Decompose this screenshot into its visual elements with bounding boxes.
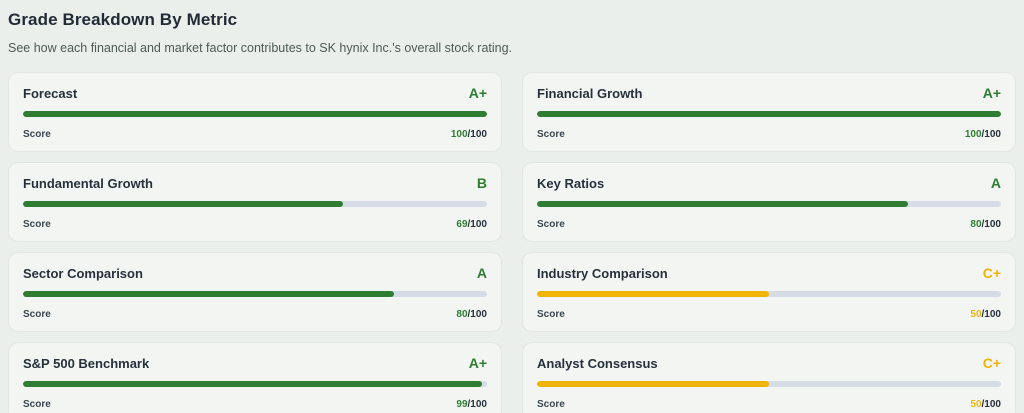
score-label: Score bbox=[23, 129, 51, 140]
metric-name: Sector Comparison bbox=[23, 265, 143, 281]
score-value: 80/100 bbox=[456, 309, 487, 320]
metric-card-header: Forecast A+ bbox=[23, 85, 487, 101]
score-value: 80/100 bbox=[970, 219, 1001, 230]
score-progress-fill bbox=[23, 381, 483, 387]
score-number: 100 bbox=[450, 129, 468, 140]
score-progress-track bbox=[23, 381, 487, 387]
score-row: Score 80/100 bbox=[23, 309, 487, 320]
score-value: 50/100 bbox=[970, 399, 1001, 410]
metric-card: S&P 500 Benchmark A+ Score 99/100 bbox=[8, 342, 502, 413]
score-progress-track bbox=[537, 111, 1001, 117]
score-denominator: /100 bbox=[467, 399, 487, 410]
score-progress-fill bbox=[537, 381, 769, 387]
score-row: Score 50/100 bbox=[537, 309, 1001, 320]
score-progress-fill bbox=[537, 291, 769, 297]
score-denominator: /100 bbox=[981, 309, 1001, 320]
score-progress-fill bbox=[537, 111, 1001, 117]
grade-badge: A+ bbox=[468, 355, 487, 371]
score-progress-fill bbox=[537, 201, 909, 207]
metric-card: Forecast A+ Score 100/100 bbox=[8, 72, 502, 152]
score-value: 50/100 bbox=[970, 309, 1001, 320]
score-denominator: /100 bbox=[981, 219, 1001, 230]
grade-badge: A bbox=[990, 175, 1001, 191]
score-progress-fill bbox=[23, 201, 344, 207]
grade-badge: A+ bbox=[468, 85, 487, 101]
score-progress-fill bbox=[23, 291, 395, 297]
score-label: Score bbox=[537, 399, 565, 410]
grade-badge: C+ bbox=[982, 265, 1001, 281]
score-label: Score bbox=[537, 129, 565, 140]
score-row: Score 50/100 bbox=[537, 399, 1001, 410]
grade-badge: A+ bbox=[982, 85, 1001, 101]
grade-badge: A bbox=[476, 265, 487, 281]
score-number: 100 bbox=[964, 129, 982, 140]
score-denominator: /100 bbox=[981, 399, 1001, 410]
metric-card-header: Key Ratios A bbox=[537, 175, 1001, 191]
metric-name: Analyst Consensus bbox=[537, 355, 658, 371]
score-label: Score bbox=[537, 219, 565, 230]
score-label: Score bbox=[23, 399, 51, 410]
metric-name: Industry Comparison bbox=[537, 265, 668, 281]
metric-name: Forecast bbox=[23, 85, 78, 101]
score-progress-fill bbox=[23, 111, 487, 117]
score-value: 100/100 bbox=[451, 129, 487, 140]
metric-name: Fundamental Growth bbox=[23, 175, 153, 191]
score-progress-track bbox=[537, 291, 1001, 297]
score-label: Score bbox=[537, 309, 565, 320]
score-label: Score bbox=[23, 219, 51, 230]
metric-cards-grid: Forecast A+ Score 100/100 Financial Growth A+… bbox=[8, 72, 1016, 413]
score-denominator: /100 bbox=[467, 219, 487, 230]
metric-card: Analyst Consensus C+ Score 50/100 bbox=[522, 342, 1016, 413]
metric-card: Sector Comparison A Score 80/100 bbox=[8, 252, 502, 332]
metric-card-header: Analyst Consensus C+ bbox=[537, 355, 1001, 371]
metric-card: Key Ratios A Score 80/100 bbox=[522, 162, 1016, 242]
score-row: Score 100/100 bbox=[23, 129, 487, 140]
grade-badge: C+ bbox=[982, 355, 1001, 371]
page-title: Grade Breakdown By Metric bbox=[8, 10, 238, 29]
metric-card-header: Fundamental Growth B bbox=[23, 175, 487, 191]
score-progress-track bbox=[23, 291, 487, 297]
score-label: Score bbox=[23, 309, 51, 320]
score-number: 99 bbox=[456, 399, 468, 410]
score-denominator: /100 bbox=[467, 129, 487, 140]
score-progress-track bbox=[23, 111, 487, 117]
score-number: 50 bbox=[970, 399, 982, 410]
metric-name: S&P 500 Benchmark bbox=[23, 355, 150, 371]
score-progress-track bbox=[537, 201, 1001, 207]
score-progress-track bbox=[23, 201, 487, 207]
score-row: Score 80/100 bbox=[537, 219, 1001, 230]
score-number: 50 bbox=[970, 309, 982, 320]
metric-card-header: Sector Comparison A bbox=[23, 265, 487, 281]
metric-card: Financial Growth A+ Score 100/100 bbox=[522, 72, 1016, 152]
metric-card-header: S&P 500 Benchmark A+ bbox=[23, 355, 487, 371]
score-row: Score 99/100 bbox=[23, 399, 487, 410]
score-number: 80 bbox=[970, 219, 982, 230]
page-subtitle: See how each financial and market factor… bbox=[8, 41, 513, 55]
grade-badge: B bbox=[476, 175, 487, 191]
score-number: 69 bbox=[456, 219, 468, 230]
score-denominator: /100 bbox=[981, 129, 1001, 140]
metric-card-header: Industry Comparison C+ bbox=[537, 265, 1001, 281]
score-value: 99/100 bbox=[456, 399, 487, 410]
score-value: 100/100 bbox=[965, 129, 1001, 140]
metric-card: Industry Comparison C+ Score 50/100 bbox=[522, 252, 1016, 332]
score-denominator: /100 bbox=[467, 309, 487, 320]
metric-card-header: Financial Growth A+ bbox=[537, 85, 1001, 101]
score-progress-track bbox=[537, 381, 1001, 387]
score-row: Score 100/100 bbox=[537, 129, 1001, 140]
metric-name: Financial Growth bbox=[537, 85, 643, 101]
score-row: Score 69/100 bbox=[23, 219, 487, 230]
metric-card: Fundamental Growth B Score 69/100 bbox=[8, 162, 502, 242]
score-number: 80 bbox=[456, 309, 468, 320]
metric-name: Key Ratios bbox=[537, 175, 605, 191]
score-value: 69/100 bbox=[456, 219, 487, 230]
